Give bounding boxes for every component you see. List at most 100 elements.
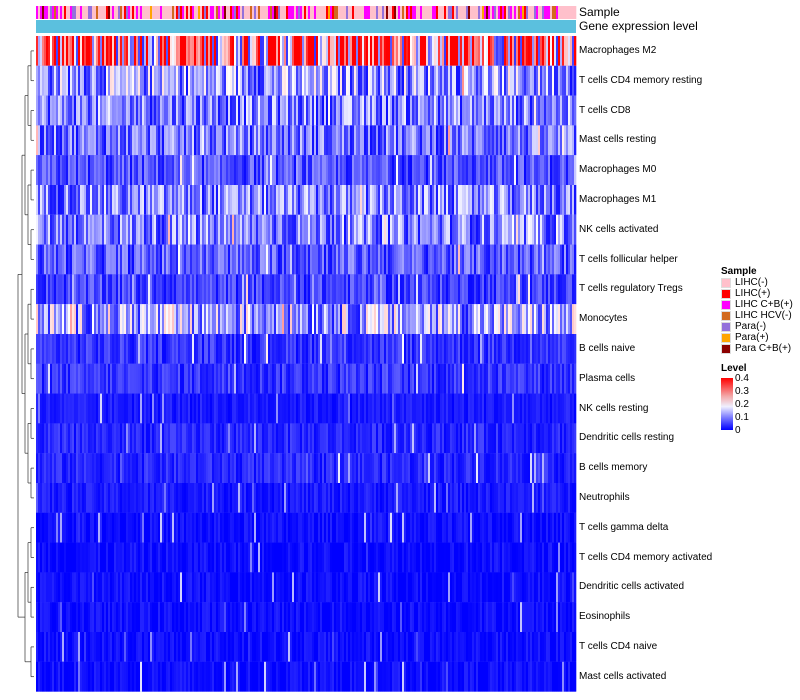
heatmap-cell bbox=[476, 393, 479, 424]
heatmap-cell bbox=[42, 363, 45, 394]
heatmap-cell bbox=[164, 453, 167, 483]
heatmap-cell bbox=[36, 363, 39, 394]
heatmap-cell bbox=[450, 483, 453, 513]
heatmap-cell bbox=[118, 65, 121, 96]
heatmap-cell bbox=[500, 274, 503, 305]
heatmap-cell bbox=[286, 304, 289, 334]
heatmap-cell bbox=[506, 393, 509, 424]
heatmap-cell bbox=[408, 483, 411, 513]
heatmap-cell bbox=[204, 423, 207, 454]
heatmap-cell bbox=[92, 214, 95, 245]
heatmap-cell bbox=[276, 95, 279, 126]
heatmap-cell bbox=[46, 542, 49, 573]
heatmap-cell bbox=[438, 363, 441, 394]
heatmap-cell bbox=[262, 334, 265, 364]
heatmap-cell bbox=[418, 512, 421, 543]
heatmap-cell bbox=[46, 244, 49, 275]
heatmap-cell bbox=[254, 214, 257, 245]
heatmap-cell bbox=[354, 483, 357, 513]
heatmap-cell bbox=[330, 512, 333, 543]
heatmap-cell bbox=[568, 423, 571, 454]
heatmap-cell bbox=[68, 483, 71, 513]
heatmap-cell bbox=[276, 483, 279, 513]
heatmap-cell bbox=[302, 65, 305, 96]
heatmap-cell bbox=[200, 95, 203, 126]
heatmap-cell bbox=[176, 125, 179, 156]
heatmap-cell bbox=[482, 125, 485, 156]
heatmap-cell bbox=[258, 334, 261, 364]
heatmap-cell bbox=[126, 95, 129, 126]
heatmap-cell bbox=[498, 214, 501, 245]
heatmap-cell bbox=[404, 95, 407, 126]
heatmap-cell bbox=[292, 155, 295, 185]
heatmap-cell bbox=[180, 334, 183, 364]
heatmap-cell bbox=[552, 512, 555, 543]
heatmap-cell bbox=[308, 95, 311, 126]
heatmap-cell bbox=[456, 244, 459, 275]
heatmap-cell bbox=[246, 95, 249, 126]
heatmap-cell bbox=[346, 214, 349, 245]
sample-cell bbox=[46, 6, 49, 19]
heatmap-cell bbox=[364, 185, 367, 215]
heatmap-cell bbox=[122, 155, 125, 185]
heatmap-cell bbox=[240, 512, 243, 543]
heatmap-cell bbox=[496, 244, 499, 275]
heatmap-cell bbox=[132, 423, 135, 454]
heatmap-cell bbox=[190, 304, 193, 334]
heatmap-cell bbox=[248, 244, 251, 275]
heatmap-cell bbox=[66, 185, 69, 215]
heatmap-cell bbox=[228, 542, 231, 573]
heatmap-cell bbox=[566, 304, 569, 334]
heatmap-cell bbox=[88, 542, 91, 573]
heatmap-cell bbox=[310, 453, 313, 483]
heatmap-cell bbox=[280, 185, 283, 215]
heatmap-cell bbox=[412, 304, 415, 334]
heatmap-cell bbox=[548, 363, 551, 394]
heatmap-cell bbox=[518, 304, 521, 334]
sample-cell bbox=[228, 6, 231, 19]
heatmap-cell bbox=[448, 423, 451, 454]
heatmap-cell bbox=[262, 483, 265, 513]
sample-cell bbox=[392, 6, 395, 19]
heatmap-cell bbox=[266, 65, 269, 96]
heatmap-cell bbox=[206, 304, 209, 334]
heatmap-cell bbox=[178, 95, 181, 126]
sample-cell bbox=[514, 6, 517, 19]
heatmap-cell bbox=[496, 512, 499, 543]
sample-cell bbox=[236, 6, 239, 19]
heatmap-cell bbox=[548, 155, 551, 185]
sample-cell bbox=[506, 6, 509, 19]
heatmap-cell bbox=[288, 453, 291, 483]
heatmap-cell bbox=[310, 363, 313, 394]
heatmap-cell bbox=[266, 214, 269, 245]
heatmap-cell bbox=[80, 423, 83, 454]
heatmap-cell bbox=[178, 244, 181, 275]
heatmap-cell bbox=[490, 304, 493, 334]
heatmap-cell bbox=[188, 542, 191, 573]
heatmap-cell bbox=[156, 334, 159, 364]
heatmap-cell bbox=[444, 453, 447, 483]
heatmap-cell bbox=[256, 334, 259, 364]
heatmap-cell bbox=[170, 304, 173, 334]
heatmap-cell bbox=[140, 155, 143, 185]
heatmap-cell bbox=[492, 393, 495, 424]
heatmap-cell bbox=[384, 214, 387, 245]
heatmap-cell bbox=[258, 423, 261, 454]
sample-cell bbox=[524, 6, 527, 19]
heatmap-cell bbox=[272, 214, 275, 245]
heatmap-cell bbox=[136, 512, 139, 543]
heatmap-cell bbox=[370, 483, 373, 513]
heatmap-cell bbox=[44, 274, 47, 305]
heatmap-cell bbox=[434, 95, 437, 126]
heatmap-cell bbox=[62, 483, 65, 513]
heatmap-cell bbox=[114, 36, 117, 66]
heatmap-cell bbox=[98, 334, 101, 364]
heatmap-cell bbox=[338, 244, 341, 275]
heatmap-cell bbox=[142, 423, 145, 454]
heatmap-cell bbox=[228, 274, 231, 305]
heatmap-cell bbox=[522, 453, 525, 483]
heatmap-cell bbox=[136, 185, 139, 215]
sample-cell bbox=[206, 6, 209, 19]
heatmap-cell bbox=[270, 512, 273, 543]
heatmap-cell bbox=[88, 65, 91, 96]
